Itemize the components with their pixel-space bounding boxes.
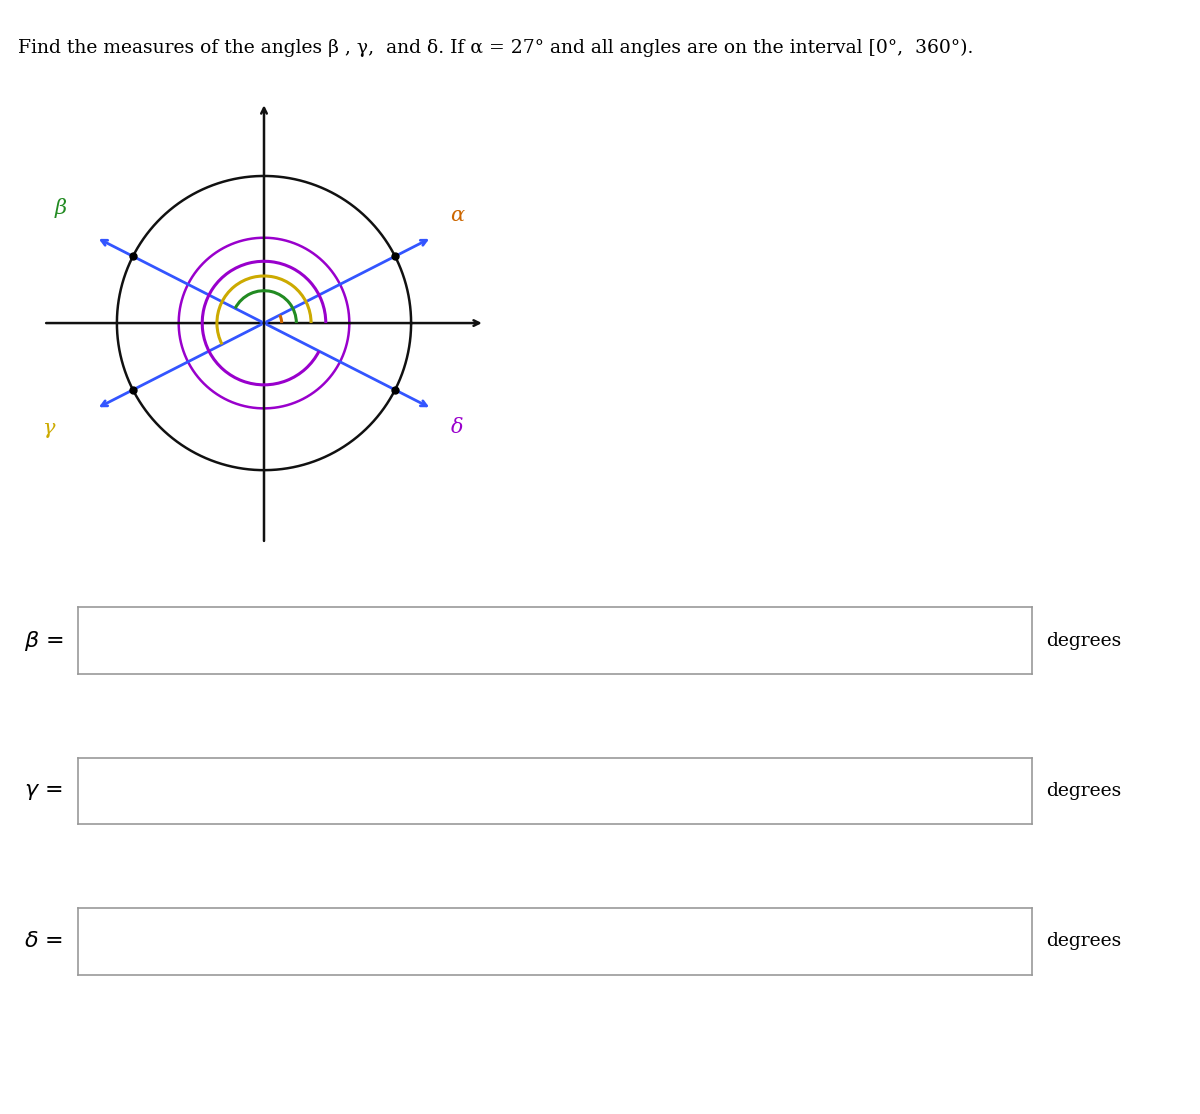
Text: α: α <box>450 206 464 225</box>
Text: Find the measures of the angles β , γ,  and δ. If α = 27° and all angles are on : Find the measures of the angles β , γ, a… <box>18 39 973 57</box>
Text: degrees: degrees <box>1046 932 1122 950</box>
Text: β: β <box>55 198 67 218</box>
Text: $\beta$ =: $\beta$ = <box>24 628 64 653</box>
Text: degrees: degrees <box>1046 632 1122 649</box>
Text: δ: δ <box>451 418 463 437</box>
Text: γ: γ <box>43 420 56 439</box>
Text: $\gamma$ =: $\gamma$ = <box>24 780 62 802</box>
Text: $\delta$ =: $\delta$ = <box>24 930 62 952</box>
Text: degrees: degrees <box>1046 782 1122 800</box>
